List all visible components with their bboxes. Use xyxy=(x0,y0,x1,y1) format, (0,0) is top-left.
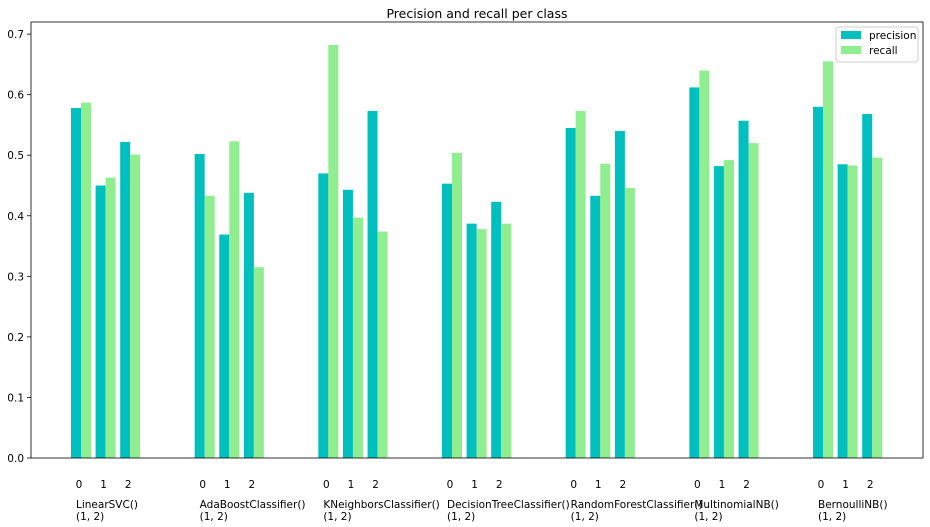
bar-precision-group2-class2 xyxy=(367,111,378,459)
bar-precision-group6-class2 xyxy=(862,114,873,459)
class-label: 0 xyxy=(199,479,206,491)
bar-recall-group4-class2 xyxy=(624,187,635,458)
class-label: 1 xyxy=(595,479,602,491)
bar-recall-group4-class0 xyxy=(575,111,586,459)
bar-recall-group6-class0 xyxy=(823,61,834,458)
bar-precision-group4-class2 xyxy=(614,131,625,458)
group-params: (1, 2) xyxy=(76,511,104,523)
y-tick-label: 0.5 xyxy=(7,150,24,162)
bar-recall-group0-class2 xyxy=(130,154,141,458)
bar-recall-group5-class2 xyxy=(748,143,759,458)
class-label: 2 xyxy=(743,479,750,491)
group-name: RandomForestClassifier() xyxy=(571,499,703,511)
bar-precision-group3-class1 xyxy=(466,223,477,458)
legend-label-precision: precision xyxy=(869,30,916,42)
class-label: 2 xyxy=(496,479,503,491)
bar-recall-group2-class1 xyxy=(352,217,363,458)
group-name: LinearSVC() xyxy=(76,499,138,511)
legend-swatch-precision xyxy=(841,31,861,39)
y-axis: 0.0 0.1 0.2 0.3 0.4 0.5 0.6 0.7 xyxy=(7,29,31,465)
y-tick-label: 0.2 xyxy=(7,332,24,344)
bar-recall-group0-class1 xyxy=(105,177,116,458)
bar-precision-group3-class0 xyxy=(442,183,453,458)
bar-recall-group1-class2 xyxy=(253,267,264,458)
class-label: 0 xyxy=(694,479,701,491)
class-label: 0 xyxy=(570,479,577,491)
class-label: 2 xyxy=(249,479,256,491)
bar-recall-group1-class1 xyxy=(229,141,240,459)
class-label: 1 xyxy=(471,479,478,491)
bar-precision-group6-class0 xyxy=(813,106,824,459)
bar-precision-group0-class1 xyxy=(95,185,106,458)
group-params: (1, 2) xyxy=(694,511,722,523)
plot-frame xyxy=(30,21,924,459)
class-label: 2 xyxy=(125,479,132,491)
bar-precision-group1-class1 xyxy=(219,234,230,458)
bar-recall-group5-class1 xyxy=(723,160,734,459)
class-label: 0 xyxy=(76,479,83,491)
legend[interactable]: precision recall xyxy=(835,26,919,63)
y-tick-label: 0.3 xyxy=(7,271,24,283)
class-label: 1 xyxy=(100,479,107,491)
class-label: 2 xyxy=(372,479,379,491)
bar-precision-group2-class1 xyxy=(342,189,353,458)
bar-recall-group3-class0 xyxy=(452,152,463,459)
bar-recall-group5-class0 xyxy=(699,70,710,458)
class-label: 0 xyxy=(323,479,330,491)
y-tick-label: 0.7 xyxy=(7,29,24,41)
bar-precision-group0-class2 xyxy=(120,141,131,458)
class-label: 2 xyxy=(620,479,627,491)
group-params: (1, 2) xyxy=(447,511,475,523)
bar-precision-group1-class2 xyxy=(243,192,254,458)
legend-label-recall: recall xyxy=(869,45,898,57)
group-name: DecisionTreeClassifier() xyxy=(447,499,570,511)
class-label: 1 xyxy=(224,479,231,491)
bar-recall-group4-class1 xyxy=(600,163,611,458)
bar-recall-group3-class2 xyxy=(501,223,512,458)
y-tick-label: 0.4 xyxy=(7,211,24,223)
y-tick-label: 0.6 xyxy=(7,90,24,102)
bar-precision-group5-class0 xyxy=(689,87,700,459)
class-label: 1 xyxy=(842,479,849,491)
bar-precision-group5-class2 xyxy=(738,120,749,458)
class-label: 0 xyxy=(818,479,825,491)
bar-precision-group2-class0 xyxy=(318,173,329,458)
bar-precision-group3-class2 xyxy=(491,201,502,458)
bar-precision-group0-class0 xyxy=(71,107,81,458)
class-label: 1 xyxy=(348,479,355,491)
bar-precision-group4-class0 xyxy=(565,127,576,458)
bars xyxy=(71,45,883,459)
bar-precision-group6-class1 xyxy=(837,164,848,459)
group-params: (1, 2) xyxy=(571,511,599,523)
class-label: 1 xyxy=(719,479,726,491)
bar-recall-group6-class1 xyxy=(847,165,858,458)
bar-precision-group1-class0 xyxy=(194,154,205,458)
group-params: (1, 2) xyxy=(200,511,228,523)
group-params: (1, 2) xyxy=(818,511,846,523)
bar-recall-group3-class1 xyxy=(476,229,487,458)
bar-precision-group4-class1 xyxy=(590,195,601,459)
chart-title: Precision and recall per class xyxy=(386,6,567,21)
group-params: (1, 2) xyxy=(323,511,351,523)
bar-recall-group0-class0 xyxy=(81,102,91,459)
legend-swatch-recall xyxy=(841,46,861,54)
y-tick-label: 0.0 xyxy=(7,453,24,465)
class-label: 0 xyxy=(447,479,454,491)
bar-recall-group2-class2 xyxy=(377,231,388,458)
group-name: AdaBoostClassifier() xyxy=(200,499,306,511)
bar-recall-group1-class0 xyxy=(204,195,215,459)
bar-recall-group6-class2 xyxy=(872,157,883,458)
class-label: 2 xyxy=(867,479,874,491)
group-name: BernoulliNB() xyxy=(818,499,888,511)
bar-recall-group2-class0 xyxy=(328,45,339,459)
y-tick-label: 0.1 xyxy=(7,392,24,404)
group-name: MultinomialNB() xyxy=(694,499,779,511)
bar-precision-group5-class1 xyxy=(713,166,724,458)
group-name: KNeighborsClassifier() xyxy=(323,499,439,511)
